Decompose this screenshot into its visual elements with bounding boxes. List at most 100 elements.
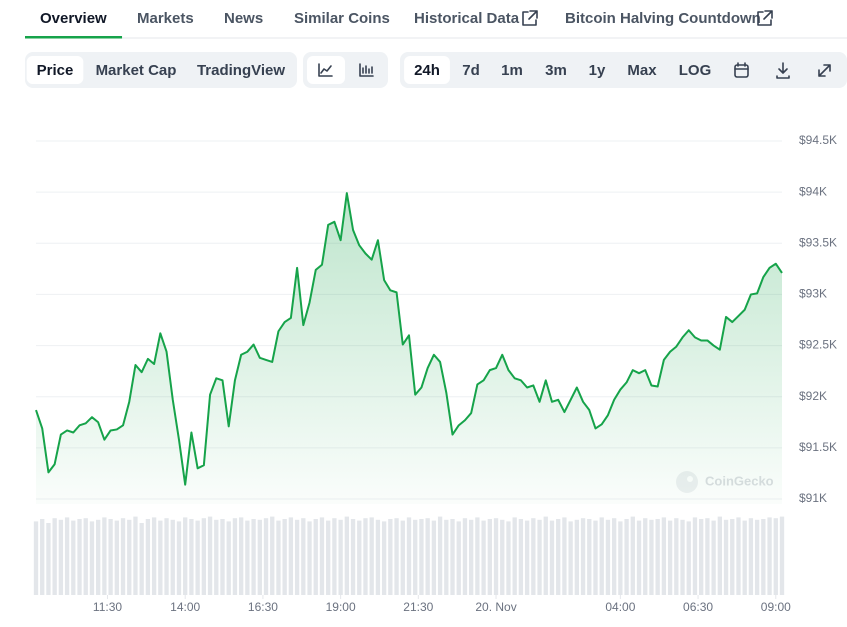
volume-bar xyxy=(643,518,648,595)
volume-bar xyxy=(730,519,735,595)
volume-bar xyxy=(705,518,710,595)
volume-bar xyxy=(64,517,70,595)
tab-bar: Overview Markets News Similar Coins Hist… xyxy=(25,10,847,39)
volume-bar xyxy=(207,516,213,595)
volume-bar xyxy=(270,516,275,595)
calendar-lines xyxy=(734,62,749,70)
volume-bar xyxy=(400,520,405,595)
volume-bar xyxy=(183,517,188,595)
tab[interactable]: Overview xyxy=(40,10,107,27)
volume-bar xyxy=(307,521,312,595)
range-button[interactable]: Max xyxy=(627,62,657,79)
volume-bar xyxy=(83,518,88,595)
line-chart-icon[interactable] xyxy=(318,63,333,77)
volume-bar xyxy=(692,517,698,595)
range-button[interactable]: 1y xyxy=(589,62,606,79)
candle-chart-icon[interactable] xyxy=(359,63,374,77)
fullscreen-icon[interactable] xyxy=(818,64,831,77)
calendar-icon[interactable] xyxy=(734,62,749,78)
volume-bar xyxy=(238,517,244,595)
volume-bar xyxy=(655,519,660,595)
volume-bar xyxy=(151,517,157,595)
volume-bar xyxy=(475,517,480,595)
volume-bar xyxy=(388,519,393,595)
volume-bar xyxy=(419,519,424,595)
volume-bar xyxy=(164,518,169,595)
volume-bar xyxy=(587,519,592,595)
volume-bar xyxy=(711,520,716,595)
tab[interactable]: News xyxy=(224,10,263,27)
chart: $91K $91.5K $92K $92.5K $93K $93.5K $94K $94.5K… xyxy=(33,133,837,614)
volume-bar xyxy=(524,520,530,595)
volume-bar xyxy=(742,520,747,595)
volume-bar xyxy=(425,518,430,595)
volume-bar xyxy=(195,520,200,595)
volume-bar xyxy=(624,519,629,595)
volume-bar xyxy=(599,517,604,595)
volume-bar xyxy=(338,519,343,595)
range-button[interactable]: 3m xyxy=(545,62,567,79)
volume-bar xyxy=(332,518,337,595)
volume-bar xyxy=(313,519,318,595)
volume-bar xyxy=(767,517,772,595)
volume-bar xyxy=(748,518,754,595)
volume-bar xyxy=(406,517,412,595)
view-button[interactable]: TradingView xyxy=(197,62,285,79)
tab[interactable]: Historical Data xyxy=(414,10,520,27)
x-tick-label: 04:00 xyxy=(605,600,635,614)
x-tick-label: 19:00 xyxy=(326,600,356,614)
tab[interactable]: Bitcoin Halving Countdown xyxy=(565,10,761,27)
x-tick-label: 20. Nov xyxy=(475,600,516,614)
volume-bar xyxy=(444,519,449,595)
volume-bar xyxy=(556,519,561,595)
y-tick-label: $94K xyxy=(799,184,827,198)
volume-bar xyxy=(139,523,144,595)
range-button[interactable]: 24h xyxy=(414,62,440,79)
tab[interactable]: Markets xyxy=(137,10,194,27)
volume-bar xyxy=(537,519,542,595)
volume-bar xyxy=(506,521,511,595)
volume-bar xyxy=(263,518,269,595)
volume-bar xyxy=(220,519,225,595)
x-tick-label: 14:00 xyxy=(170,600,200,614)
price-line xyxy=(35,192,783,486)
range-button[interactable]: LOG xyxy=(679,62,712,79)
view-button[interactable]: Price xyxy=(37,62,74,79)
y-tick-label: $93K xyxy=(799,287,827,301)
volume-bar xyxy=(52,518,57,595)
volume-bar xyxy=(282,519,287,595)
x-tick-label: 11:30 xyxy=(93,600,122,614)
volume-bar xyxy=(369,517,374,595)
volume-bar xyxy=(661,517,667,595)
volume-bar xyxy=(761,519,766,595)
volume-bar xyxy=(593,520,598,595)
volume-bar xyxy=(562,517,567,595)
volume-bar xyxy=(723,519,729,595)
volume-bar xyxy=(779,516,785,595)
download-icon[interactable] xyxy=(776,62,790,79)
view-button[interactable]: Market Cap xyxy=(96,62,177,79)
volume-bar xyxy=(611,518,617,595)
volume-bar xyxy=(363,518,368,595)
volume-bar xyxy=(649,519,654,595)
range-button[interactable]: 1m xyxy=(501,62,523,79)
volume-bar xyxy=(717,516,722,595)
volume-bar xyxy=(549,520,555,595)
volume-bar xyxy=(636,520,642,595)
volume-bar xyxy=(773,518,778,595)
external-link-icon xyxy=(522,10,538,26)
volume-bar xyxy=(481,520,486,595)
selected-button xyxy=(26,56,84,84)
tab[interactable]: Similar Coins xyxy=(294,10,390,27)
volume-bar xyxy=(201,518,207,595)
range-button[interactable]: 7d xyxy=(462,62,480,79)
x-tick-label: 21:30 xyxy=(403,600,433,614)
volume-bar xyxy=(375,519,381,595)
volume-bar xyxy=(431,520,437,595)
volume-bar xyxy=(518,519,524,595)
volume-bar xyxy=(630,516,635,595)
volume-bar xyxy=(108,519,113,595)
volume-bar xyxy=(232,518,238,595)
volume-bar xyxy=(170,519,175,595)
volume-bar xyxy=(288,517,294,595)
